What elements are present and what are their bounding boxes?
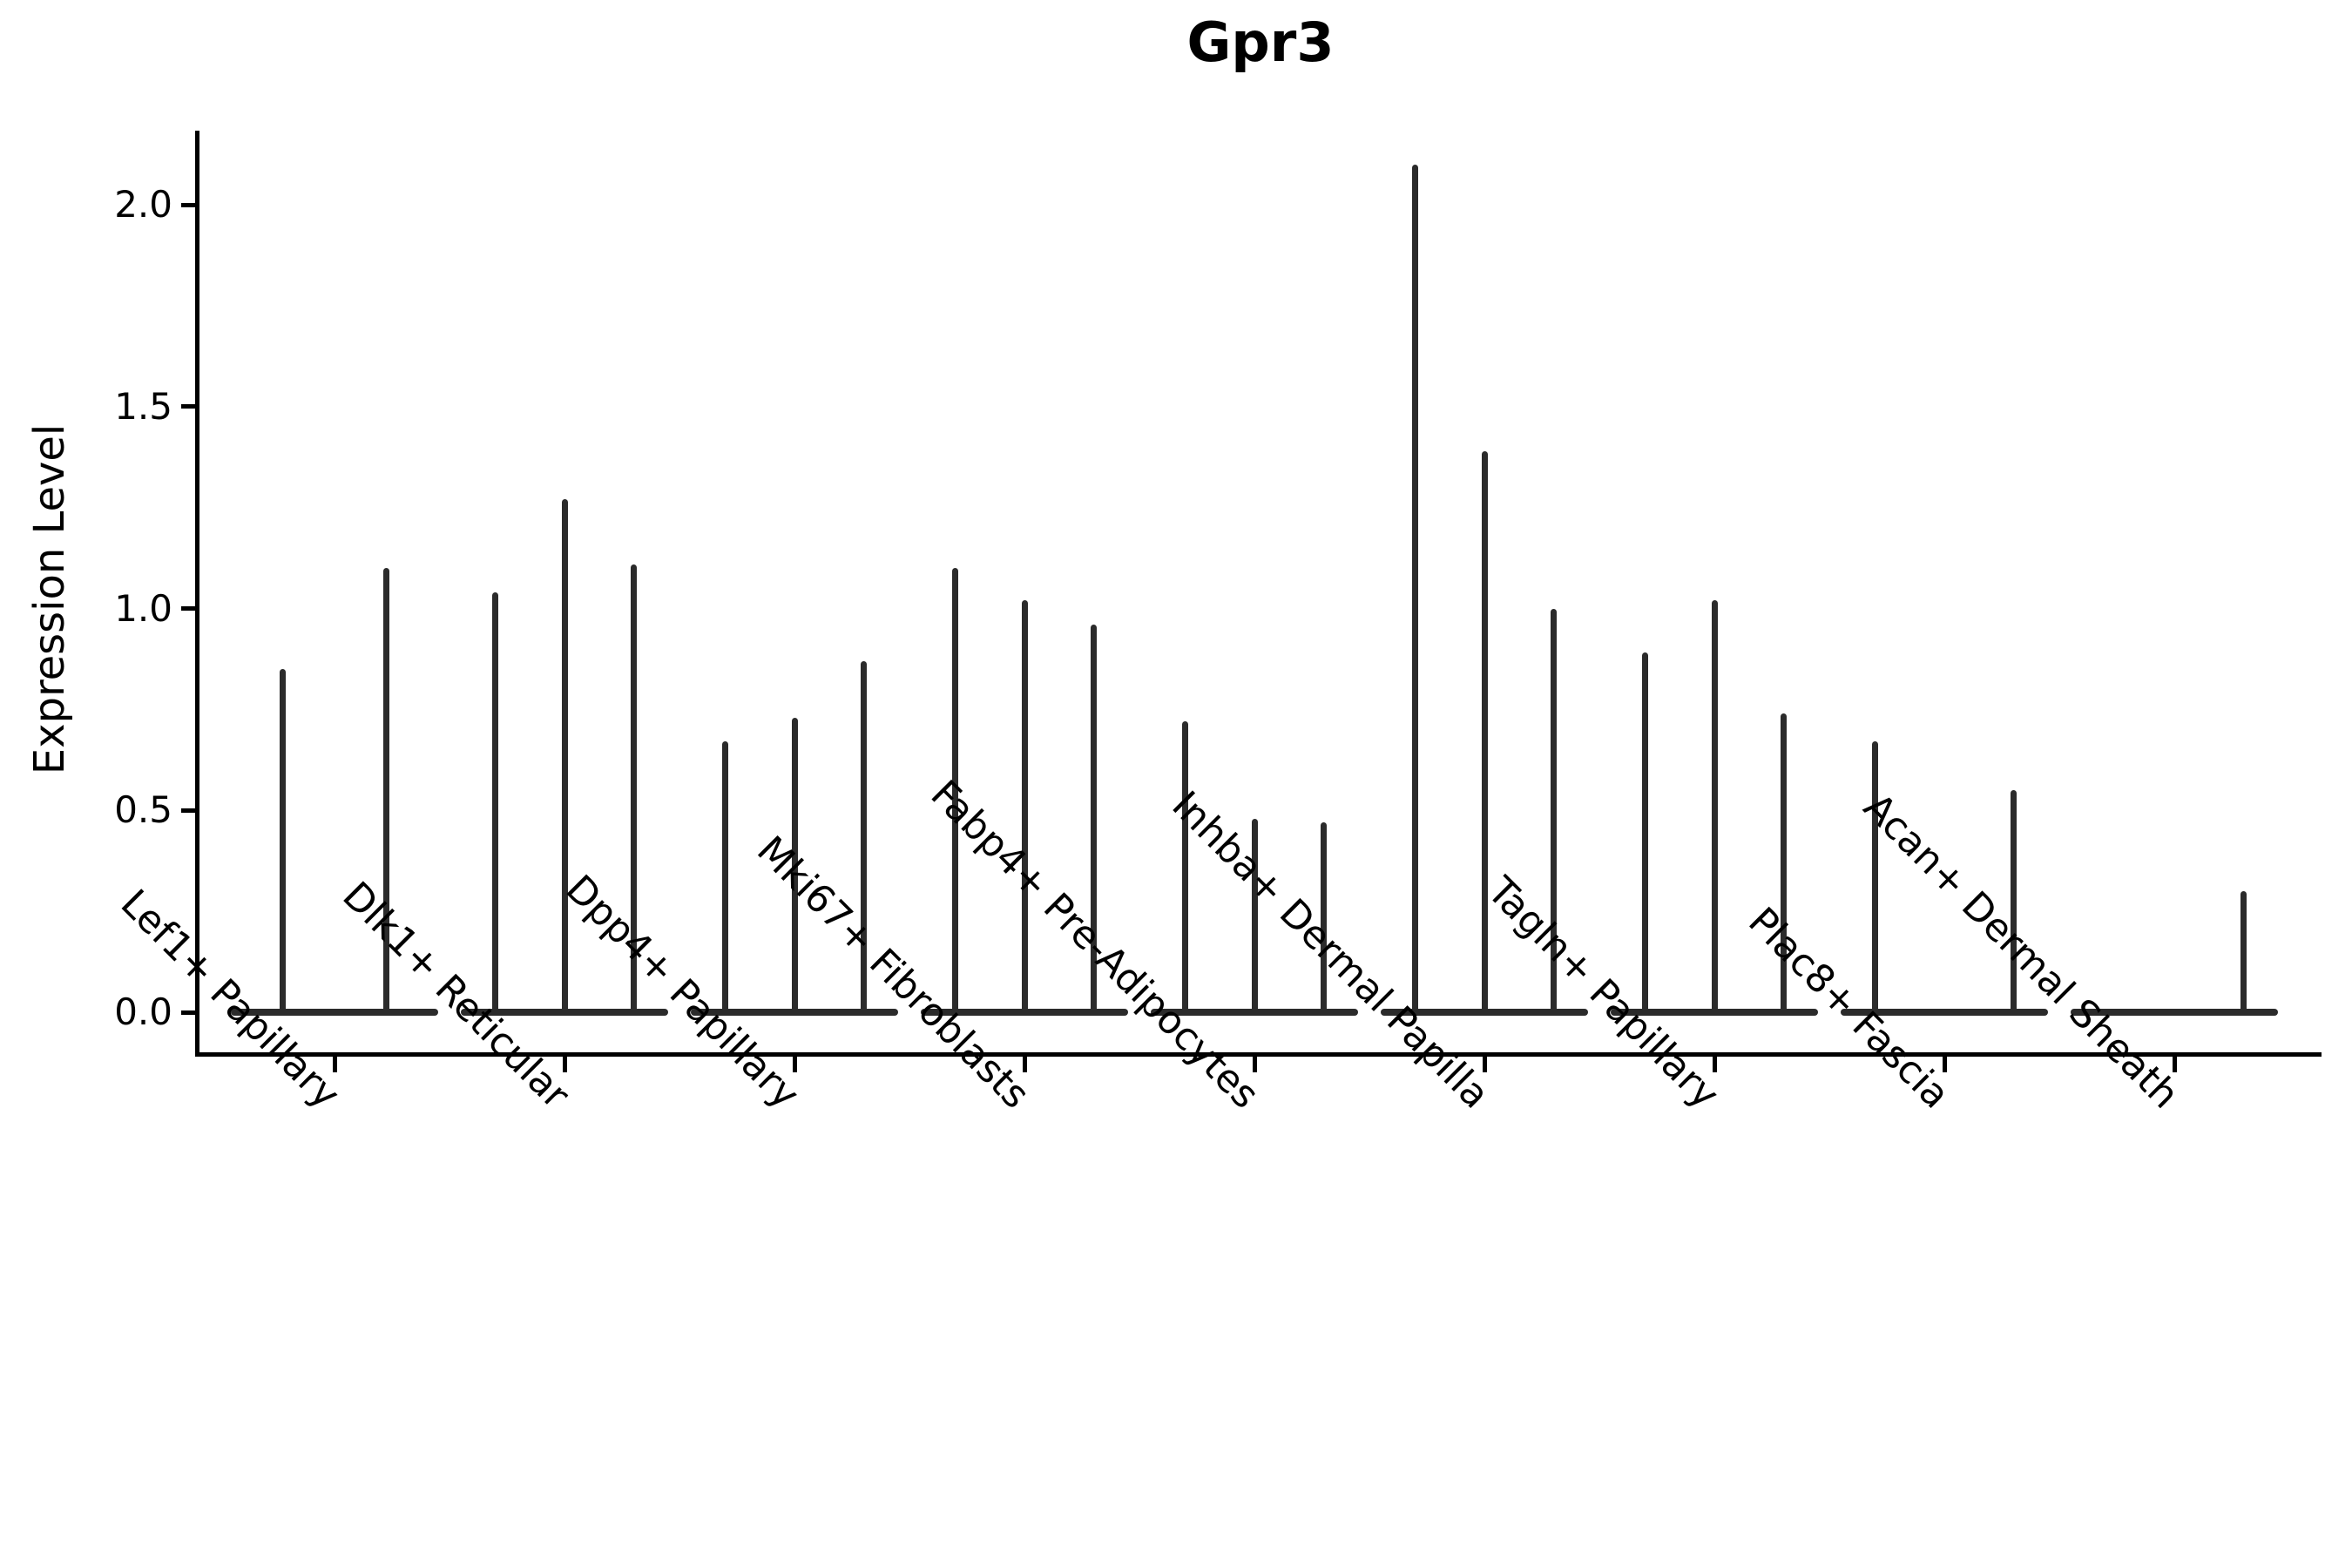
- x-category-label: Dlk1+ Reticular: [334, 873, 578, 1118]
- violin-spike: [1872, 741, 1879, 1016]
- violin-spike: [2010, 790, 2017, 1016]
- x-category-label: Tagln+ Papillary: [1478, 868, 1728, 1118]
- violin-spike: [722, 741, 729, 1016]
- y-tick: [181, 808, 195, 813]
- y-tick-label: 2.0: [114, 183, 172, 226]
- violin-spike: [1780, 713, 1787, 1016]
- violin-spike: [1320, 822, 1327, 1016]
- violin-base-line: [1841, 1009, 2048, 1016]
- x-tick: [562, 1057, 567, 1072]
- violin-spike: [1182, 721, 1189, 1016]
- x-tick: [1712, 1057, 1717, 1072]
- x-tick: [792, 1057, 797, 1072]
- x-tick: [1482, 1057, 1487, 1072]
- chart-title: Gpr3: [1186, 10, 1335, 74]
- x-tick: [332, 1057, 337, 1072]
- y-tick: [181, 202, 195, 207]
- x-axis-line: [195, 1052, 2322, 1057]
- violin-spike: [1481, 450, 1488, 1016]
- violin-spike: [1251, 818, 1258, 1016]
- y-tick-label: 1.0: [114, 586, 172, 630]
- violin-spike: [280, 669, 286, 1016]
- violin-spike: [1412, 164, 1419, 1016]
- violin-spike: [1711, 600, 1718, 1016]
- y-tick: [181, 404, 195, 409]
- violin-spike: [1550, 608, 1557, 1016]
- violin-base-line: [231, 1009, 438, 1016]
- y-axis-line: [195, 131, 199, 1056]
- violin-spike: [492, 591, 499, 1016]
- violin-spike: [630, 564, 637, 1016]
- violin-spike: [561, 499, 568, 1016]
- y-tick-label: 0.5: [114, 788, 172, 832]
- y-tick: [181, 606, 195, 611]
- x-category-label: Dpp4+ Papillary: [557, 866, 808, 1118]
- violin-spike: [1090, 625, 1097, 1016]
- x-tick: [1942, 1057, 1947, 1072]
- y-tick-label: 0.0: [114, 990, 172, 1033]
- y-tick-label: 1.5: [114, 384, 172, 428]
- x-tick: [1022, 1057, 1027, 1072]
- violin-spike: [860, 660, 867, 1016]
- violin-spike: [1642, 652, 1649, 1016]
- violin-spike: [2240, 890, 2247, 1016]
- violin-spike: [383, 568, 389, 1016]
- violin-spike: [952, 568, 959, 1016]
- x-tick: [2172, 1057, 2177, 1072]
- y-tick: [181, 1010, 195, 1015]
- violin-base-line: [2071, 1009, 2278, 1016]
- violin-spike: [1021, 600, 1028, 1016]
- x-tick: [1252, 1057, 1257, 1072]
- violin-spike: [791, 717, 798, 1016]
